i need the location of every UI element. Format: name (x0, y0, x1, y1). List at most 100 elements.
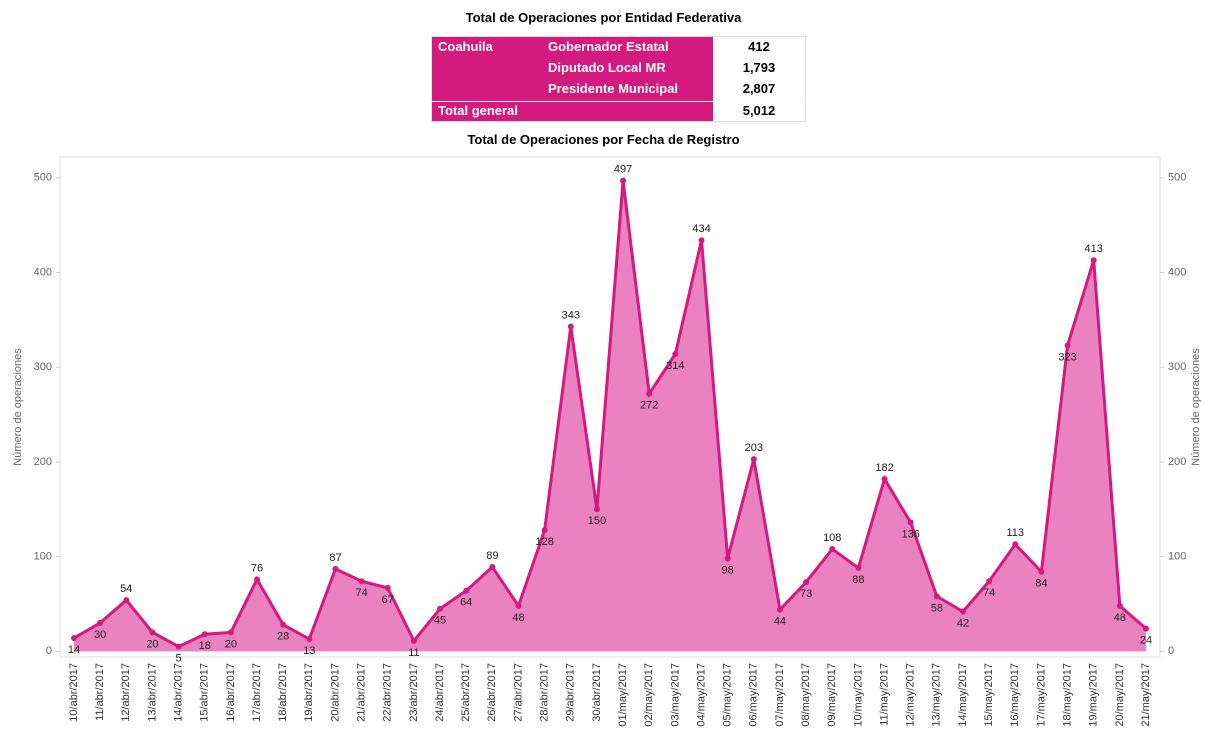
x-tick-label: 18/may/2017 (1061, 663, 1073, 727)
y-tick-label: 300 (34, 361, 52, 373)
y2-tick-label: 300 (1168, 361, 1186, 373)
table-divider (431, 101, 806, 102)
point (829, 546, 836, 553)
y-tick-label: 200 (34, 456, 52, 468)
y2-tick-label: 400 (1168, 266, 1186, 278)
value-label: 203 (745, 442, 763, 454)
point (986, 578, 993, 585)
point (1143, 625, 1149, 632)
value-label: 497 (614, 164, 632, 176)
value-label: 54 (120, 583, 132, 595)
x-tick-label: 17/abr/2017 (251, 663, 263, 722)
y-tick-label: 500 (34, 172, 52, 184)
x-tick-label: 15/may/2017 (983, 663, 995, 727)
value-label: 272 (640, 400, 658, 412)
x-tick-label: 12/may/2017 (905, 663, 917, 727)
x-tick-label: 12/abr/2017 (120, 663, 132, 722)
point (1038, 568, 1045, 575)
x-tick-label: 13/may/2017 (931, 663, 943, 727)
x-tick-label: 22/abr/2017 (382, 663, 394, 722)
x-tick-label: 14/abr/2017 (172, 663, 184, 722)
point (175, 643, 182, 650)
point (593, 506, 600, 513)
point (515, 602, 522, 609)
value-label: 73 (800, 588, 812, 600)
point (698, 237, 705, 244)
value-label: 67 (382, 594, 394, 606)
point (384, 584, 391, 591)
value-label: 18 (199, 640, 211, 652)
value-label: 5 (176, 652, 182, 664)
x-tick-label: 10/may/2017 (852, 663, 864, 727)
x-tick-label: 16/may/2017 (1009, 663, 1021, 727)
x-tick-label: 18/abr/2017 (277, 663, 289, 722)
x-tick-label: 11/abr/2017 (94, 663, 106, 721)
value-label: 89 (486, 550, 498, 562)
row-value: 1,793 (742, 60, 776, 75)
entity: Coahuila (438, 39, 493, 54)
value-label: 48 (512, 612, 524, 624)
x-tick-label: 19/abr/2017 (303, 663, 315, 722)
x-tick-label: 28/abr/2017 (539, 663, 551, 722)
x-tick-label: 15/abr/2017 (199, 663, 211, 722)
value-label: 20 (146, 638, 158, 650)
point (332, 565, 339, 572)
point (123, 597, 130, 604)
value-label: 76 (251, 562, 263, 574)
point (933, 593, 940, 600)
chart-title: Total de Operaciones por Fecha de Regist… (467, 132, 740, 147)
area (74, 180, 1146, 652)
table-frame (431, 36, 806, 122)
x-tick-label: 10/abr/2017 (68, 663, 80, 722)
point (672, 350, 679, 357)
row-value: 2,807 (742, 81, 776, 96)
value-label: 11 (408, 647, 419, 659)
value-label: 64 (460, 597, 472, 609)
point (881, 475, 888, 482)
value-label: 20 (225, 638, 237, 650)
y2-axis-title: Número de operaciones (1190, 348, 1202, 466)
x-tick-label: 03/may/2017 (669, 663, 681, 727)
row-label: Gobernador Estatal (548, 39, 669, 54)
x-tick-label: 13/abr/2017 (146, 663, 158, 722)
point (750, 456, 757, 463)
x-tick-label: 29/abr/2017 (565, 663, 577, 722)
point (907, 519, 914, 526)
x-tick-label: 17/may/2017 (1035, 663, 1047, 727)
point (1064, 342, 1071, 349)
x-tick-label: 07/may/2017 (774, 663, 786, 727)
row-label: Diputado Local MR (548, 60, 666, 75)
value-label: 136 (902, 528, 920, 540)
line (73, 180, 1147, 649)
x-tick-label: 24/abr/2017 (434, 663, 446, 722)
x-tick-label: 01/may/2017 (617, 663, 629, 727)
value-label: 74 (983, 587, 995, 599)
y-axis-title: Número de operaciones (12, 348, 24, 466)
value-label: 48 (1114, 612, 1126, 624)
x-tick-label: 27/abr/2017 (512, 663, 524, 722)
x-tick-label: 19/may/2017 (1088, 663, 1100, 727)
y-tick-label: 0 (46, 645, 52, 657)
point (646, 390, 653, 397)
x-tick-label: 20/abr/2017 (329, 663, 341, 722)
y2-tick-label: 0 (1168, 645, 1174, 657)
value-label: 74 (355, 587, 367, 599)
value-label: 58 (931, 602, 943, 614)
point (437, 605, 444, 612)
x-tick-label: 04/may/2017 (695, 663, 707, 727)
x-tick-label: 20/may/2017 (1114, 663, 1126, 727)
x-tick-label: 05/may/2017 (722, 663, 734, 727)
value-label: 28 (277, 631, 289, 643)
point (1012, 541, 1019, 548)
value-label: 150 (588, 515, 606, 527)
x-tick-label: 16/abr/2017 (225, 663, 237, 722)
point (463, 587, 470, 594)
point (959, 608, 966, 615)
point (306, 636, 313, 643)
point (358, 578, 365, 585)
x-tick-label: 02/may/2017 (643, 663, 655, 727)
y2-tick-label: 500 (1168, 172, 1186, 184)
value-label: 343 (562, 309, 580, 321)
